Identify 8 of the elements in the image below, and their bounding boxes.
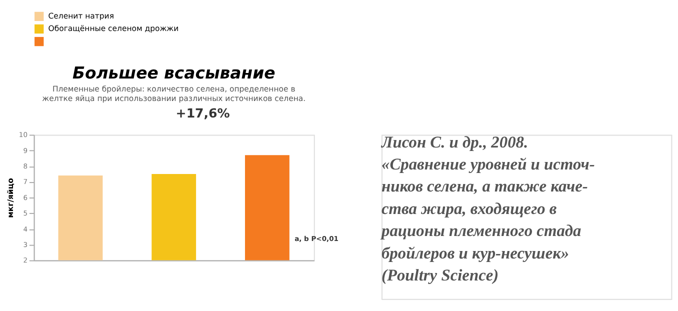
chart-title: Большее всасывание bbox=[72, 64, 276, 83]
legend-label: Селенит натрия bbox=[48, 11, 114, 20]
legend-label: Обогащённые селеном дрожжи bbox=[48, 24, 179, 33]
text: желтке яйца при использовании различных источников селена. bbox=[42, 94, 306, 103]
text: Лисон С. и др., 2008. «Сравнение уровней и источ- ников селена, а также каче- ства жира, входящего в рационы племенного стада бройлеров и кур-несушек» (Poultry Science) bbox=[379, 132, 595, 285]
text: Племенные бройлеры: количество селена, определенное в bbox=[52, 84, 296, 94]
y-axis-title: мкг/яйцо bbox=[6, 178, 16, 218]
text: +17,6% bbox=[176, 105, 230, 120]
